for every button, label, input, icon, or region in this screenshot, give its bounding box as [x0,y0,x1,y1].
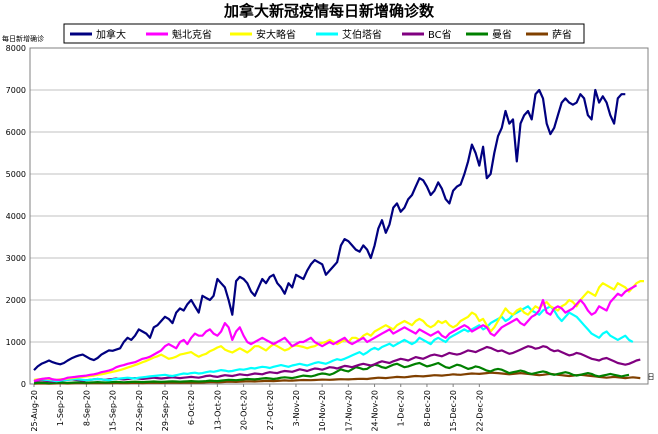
x-tick-label: 15-Sep-20 [109,390,118,431]
series-line [33,361,630,385]
y-tick-label: 0 [21,380,26,389]
y-tick-label: 7000 [6,86,26,95]
x-tick-label: 13-Oct-20 [213,390,222,430]
series-line [33,284,638,383]
x-tick-label: 29-Sep-20 [161,390,170,431]
y-axis-label: 每日新增确诊 [2,34,44,43]
legend-item: 魁北克省 [172,28,212,41]
legend: 加拿大 魁北克省 安大略省 艾伯塔省 BC省 曼省 萨省 [63,23,585,44]
x-tick-label: 17-Nov-20 [344,390,353,432]
x-tick-label: 3-Nov-20 [292,390,301,426]
x-tick-label: 10-Nov-20 [318,390,327,432]
grid-lines [30,47,648,343]
y-tick-label: 3000 [6,254,26,263]
legend-item: 加拿大 [96,28,126,41]
x-tick-label: 15-Dec-20 [449,390,458,432]
x-tick-label: 8-Dec-20 [423,390,432,427]
legend-item: 安大略省 [256,28,296,41]
y-tick-label: 2000 [6,296,26,305]
plot-area-border [29,47,649,385]
y-tick-label: 5000 [6,170,26,179]
y-tick-label: 4000 [6,212,26,221]
legend-item: 艾伯塔省 [342,28,382,41]
x-axis-ticks: 25-Aug-20 1-Sep-20 8-Sep-20 15-Sep-20 22-Sep… [30,384,484,432]
y-tick-label: 1000 [6,338,26,347]
legend-item: 萨省 [552,28,572,41]
x-tick-label: 1-Sep-20 [56,390,65,426]
x-tick-label: 8-Sep-20 [82,390,91,426]
x-axis-label: 日 [648,373,655,381]
x-tick-label: 6-Oct-20 [187,390,196,425]
x-tick-label: 22-Sep-20 [135,390,144,431]
x-tick-label: 25-Aug-20 [30,390,39,432]
x-tick-label: 24-Nov-20 [371,390,380,432]
y-axis-ticks: 0 1000 2000 3000 4000 5000 6000 7000 8000 [6,44,26,389]
series-line [33,88,626,371]
series-line [33,305,634,383]
x-tick-label: 1-Dec-20 [397,390,406,427]
x-tick-label: 27-Oct-20 [266,390,275,430]
x-tick-label: 22-Dec-20 [475,390,484,432]
chart-title: 加拿大新冠疫情每日新增确诊数 [223,2,435,20]
legend-item: 曼省 [492,28,512,41]
y-tick-label: 6000 [6,128,26,137]
legend-item: BC省 [428,28,452,41]
y-tick-label: 8000 [6,44,26,53]
series-lines [33,88,644,385]
x-tick-label: 20-Oct-20 [240,390,249,430]
